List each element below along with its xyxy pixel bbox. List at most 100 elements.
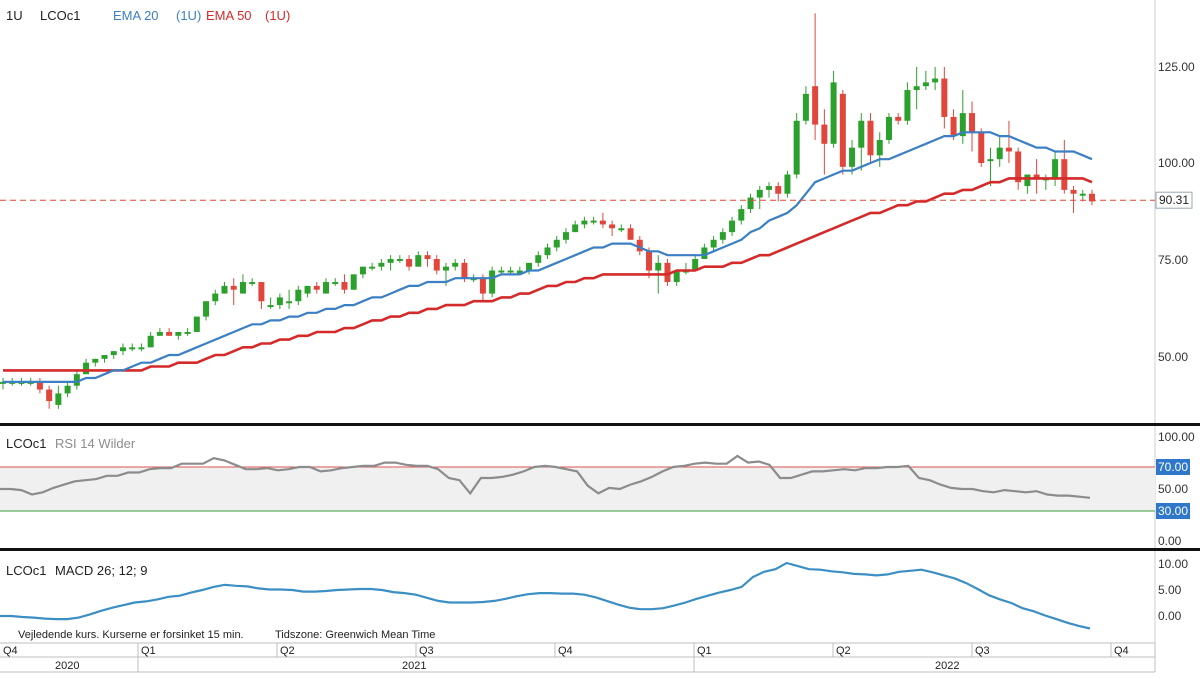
candle-body [562,232,569,240]
candle-body [1079,193,1086,196]
time-axis: Q4 Q1 Q2 Q3 Q4 Q1 Q2 Q3 Q4 2020 2021 202… [0,642,1156,673]
rsi-indicator-label: RSI 14 Wilder [55,436,136,451]
candle-body [802,93,809,121]
candle-body [701,247,708,259]
candle-body [507,270,514,273]
candle-body [1005,147,1012,152]
price-panel[interactable] [0,13,1095,409]
candle-body [332,282,339,285]
candle-body [92,358,99,363]
rsi-legend: LCOc1 RSI 14 Wilder [6,436,136,451]
candle-body [913,86,920,91]
candle-body [249,282,256,285]
candle-body [55,393,62,405]
candle-body [987,159,994,162]
year-label: 2021 [402,660,426,672]
macd-tick-0: 0.00 [1158,609,1182,623]
candle-body [839,93,846,167]
candle-body [812,86,819,125]
macd-tick-10: 10.00 [1158,557,1188,571]
rsi-oversold-badge [1156,503,1190,519]
candle-body [1061,159,1068,190]
candle-body [323,282,330,294]
candle-body [1015,151,1022,183]
candle-body [636,239,643,252]
candle-body [359,266,366,275]
candle-body [950,116,957,137]
candle-body [101,355,108,359]
candle-body [424,255,431,259]
candle-body [535,255,542,263]
macd-tick-5: 5.00 [1158,583,1182,597]
rsi-symbol-label: LCOc1 [6,436,46,451]
candle-body [609,224,616,229]
rsi-panel[interactable] [0,454,1091,499]
quarter-label: Q4 [1114,645,1129,657]
candle-body [876,139,883,156]
quarter-label: Q2 [836,645,851,657]
candle-body [590,220,597,223]
candle-body [1070,189,1077,194]
candle-body [36,381,43,390]
candle-body [821,124,828,144]
candle-body [129,347,136,350]
macd-symbol-label: LCOc1 [6,563,46,578]
quarter-label: Q4 [3,645,18,657]
candle-body [230,285,237,290]
candle-body [885,116,892,140]
candle-body [729,220,736,233]
quarter-label: Q2 [280,645,295,657]
candle-body [756,189,763,198]
candle-body [784,174,791,194]
candle-body [655,262,662,271]
candle-body [646,251,653,271]
rsi-tick-100: 100.00 [1158,430,1195,444]
candle-body [387,259,394,263]
year-label: 2020 [55,660,79,672]
interval-label: 1U [6,8,23,23]
candle-body [73,374,80,386]
rsi-overbought-badge [1156,459,1190,475]
candle-body [904,90,911,121]
price-tick-75: 75.00 [1158,253,1188,267]
candle-body [313,285,320,290]
quarter-ticks: Q4 Q1 Q2 Q3 Q4 Q1 Q2 Q3 Q4 [3,643,1129,672]
ema50-legend-param: (1U) [265,8,290,23]
candle-body [166,331,173,336]
last-price-value: 90.31 [1159,193,1189,207]
timezone-note: Tidszone: Greenwich Mean Time [275,629,435,641]
rsi-line [0,454,1091,499]
candle-body [286,301,293,304]
candle-body [83,362,90,375]
candle-body [738,209,745,221]
delay-disclaimer: Vejledende kurs. Kurserne er forsinket 1… [18,629,244,641]
candle-body [858,120,865,148]
macd-indicator-label: MACD 26; 12; 9 [55,563,148,578]
candle-body [830,82,837,144]
price-legend: 1U LCOc1 EMA 20 (1U) EMA 50 (1U) [6,8,290,23]
candle-body [581,220,588,225]
rsi-tick-0: 0.00 [1158,534,1182,548]
candle-body [221,285,228,294]
candle-body [295,289,302,302]
candle-body [203,301,210,317]
candle-body [378,262,385,267]
ema20-legend-label: EMA 20 [113,8,159,23]
candle-body [193,316,200,332]
quarter-label: Q1 [697,645,712,657]
candle-body [747,197,754,210]
candle-body [599,220,606,225]
candle-body [627,228,634,240]
candle-body [673,270,680,283]
quarter-label: Q4 [558,645,573,657]
candle-body [572,224,579,233]
candle-body [119,347,126,352]
candle-body [719,232,726,240]
candle-body [396,259,403,261]
macd-panel[interactable] [0,561,1091,630]
candle-body [184,331,191,334]
candle-body [212,293,219,302]
candle-body [692,259,699,271]
